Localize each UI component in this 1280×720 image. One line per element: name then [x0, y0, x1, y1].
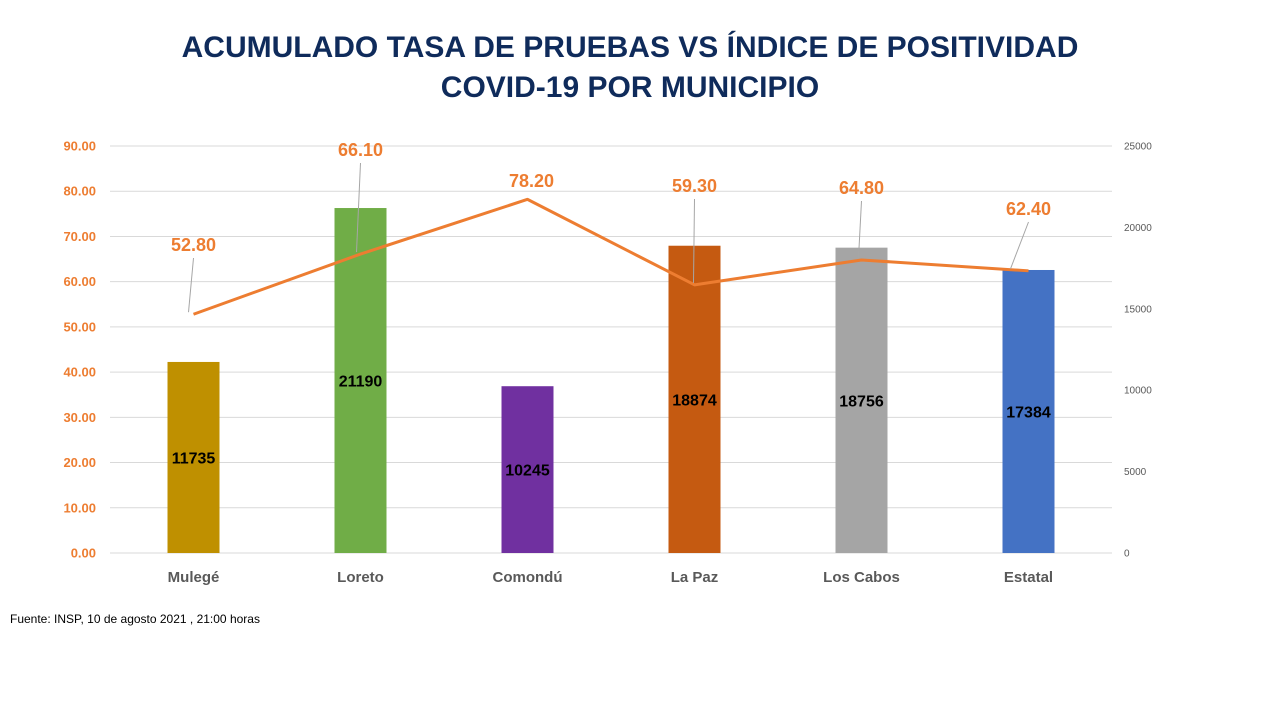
right-axis-tick-label: 5000 [1124, 467, 1147, 478]
left-axis-tick-label: 0.00 [71, 546, 96, 561]
left-axis-tick-label: 70.00 [63, 229, 96, 244]
combo-chart: 0.00 10.00 20.00 30.00 40.00 50.00 60.00 70.00 8… [63, 139, 1152, 587]
positivity-line [192, 197, 1029, 316]
left-axis-tick-label: 60.00 [63, 274, 96, 289]
leader-line [188, 257, 194, 313]
category-label: La Paz [671, 569, 719, 586]
left-axis-tick-label: 90.00 [63, 139, 96, 154]
leader-line [693, 198, 695, 283]
line-value-label: 78.20 [509, 171, 554, 191]
line-value-label: 62.40 [1006, 199, 1051, 219]
right-axis-tick-label: 10000 [1124, 386, 1152, 397]
category-label: Loreto [337, 569, 384, 586]
right-axis-tick-label: 25000 [1124, 142, 1152, 153]
bar-value-label: 18874 [672, 392, 717, 409]
left-axis-tick-label: 80.00 [63, 184, 96, 199]
bar-value-label: 11735 [172, 450, 216, 467]
bar-4 [835, 247, 888, 553]
left-axis-tick-label: 10.00 [63, 500, 96, 515]
leader-line [356, 162, 361, 253]
left-axis-tick-label: 30.00 [63, 410, 96, 425]
bar-value-label: 17384 [1006, 404, 1051, 421]
category-label: Estatal [1004, 569, 1053, 586]
line-value-label: 66.10 [338, 140, 383, 160]
bar-value-label: 10245 [505, 463, 550, 480]
right-axis-tick-label: 0 [1124, 549, 1130, 560]
chart-title-line-1: ACUMULADO TASA DE PRUEBAS VS ÍNDICE DE P… [181, 31, 1079, 64]
category-label: Mulegé [168, 569, 220, 586]
bar-value-label: 21190 [339, 374, 383, 391]
line-value-label: 52.80 [171, 235, 216, 255]
right-axis-tick-label: 20000 [1124, 223, 1152, 234]
line-value-label: 64.80 [839, 178, 884, 198]
bar-5 [1002, 269, 1055, 553]
right-axis-tick-label: 15000 [1124, 304, 1152, 315]
category-label: Comondú [493, 569, 563, 586]
left-axis-tick-label: 20.00 [63, 455, 96, 470]
bar-1 [334, 208, 387, 553]
source-note: Fuente: INSP, 10 de agosto 2021 , 21:00 … [10, 612, 260, 626]
category-label: Los Cabos [823, 569, 900, 586]
left-axis-tick-label: 50.00 [63, 319, 96, 334]
chart-title-line-2: COVID-19 POR MUNICIPIO [440, 71, 820, 104]
line-value-label: 59.30 [672, 176, 717, 196]
bar-value-label: 18756 [839, 393, 884, 410]
leader-line [1010, 221, 1029, 269]
bar-2 [501, 386, 554, 553]
leader-line [858, 200, 862, 258]
chart-title: ACUMULADO TASA DE PRUEBAS VS ÍNDICE DE P… [0, 28, 1260, 108]
bar-3 [668, 245, 721, 554]
left-axis-tick-label: 40.00 [63, 365, 96, 380]
bar-0 [167, 361, 220, 553]
